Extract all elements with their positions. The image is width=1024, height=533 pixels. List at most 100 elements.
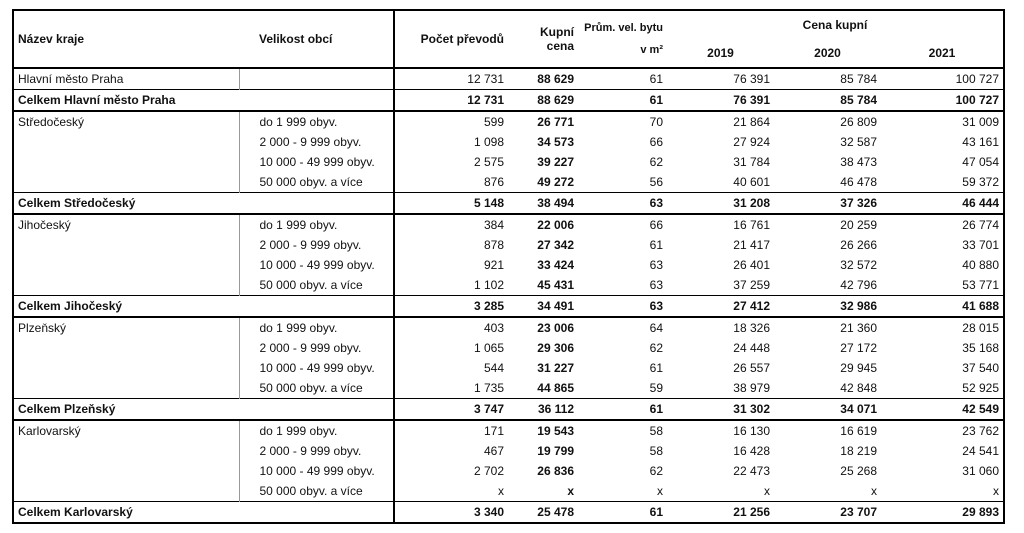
total-cell: 3 285 <box>394 295 508 317</box>
size-cell: 50 000 obyv. a více <box>239 172 395 193</box>
region-cell <box>13 152 240 172</box>
value-cell: 35 168 <box>962 341 999 355</box>
total-label: Celkem Plzeňský <box>13 398 395 420</box>
value-cell: 876 <box>483 175 504 189</box>
total-cell: 63 <box>578 192 667 214</box>
table-row: Jihočeský do 1 999 obyv. 384 22 006 66 16 761… <box>13 213 1004 235</box>
table-row: 2 000 - 9 999 obyv. 1 098 34 573 66 27 924 32… <box>13 132 1004 152</box>
value-cell: 16 619 <box>774 419 881 441</box>
value-cell: 544 <box>483 361 504 375</box>
value-cell: 66 <box>578 213 667 235</box>
value-cell: 31 009 <box>881 110 1004 132</box>
header-cell: Velikost obcí <box>239 10 395 68</box>
value-cell: 24 541 <box>962 444 999 458</box>
value-cell: 37 259 <box>733 278 770 292</box>
table-row: 10 000 - 49 999 obyv. 2 702 26 836 62 22 473… <box>13 461 1004 481</box>
table-row: 50 000 obyv. a více 1 102 45 431 63 37 259 42… <box>13 275 1004 296</box>
header-cell: Prům. vel. bytu v m² <box>584 22 663 56</box>
total-cell: 85 784 <box>774 89 881 111</box>
value-cell: 40 880 <box>962 258 999 272</box>
size-cell: 2 000 - 9 999 obyv. <box>239 132 395 152</box>
value-cell: 61 <box>649 238 663 252</box>
total-cell: 42 549 <box>881 398 1004 420</box>
size-cell: 10 000 - 49 999 obyv. <box>239 461 395 481</box>
value-cell: 63 <box>649 258 663 272</box>
value-cell: x <box>871 484 877 498</box>
value-cell: 38 473 <box>840 155 877 169</box>
total-cell: 46 444 <box>881 192 1004 214</box>
value-cell: 31 227 <box>537 361 574 375</box>
value-cell: 26 266 <box>840 238 877 252</box>
value-cell: 18 219 <box>840 444 877 458</box>
size-cell <box>239 67 395 90</box>
size-cell: 10 000 - 49 999 obyv. <box>239 255 395 275</box>
region-cell <box>13 338 240 358</box>
total-cell: 27 412 <box>667 295 774 317</box>
value-cell: 25 268 <box>840 464 877 478</box>
value-cell: 32 572 <box>840 258 877 272</box>
value-cell: 878 <box>483 238 504 252</box>
value-cell: 1 098 <box>473 135 504 149</box>
value-cell: 384 <box>394 213 508 235</box>
value-cell: 467 <box>483 444 504 458</box>
total-cell: 23 707 <box>774 501 881 523</box>
value-cell: 27 172 <box>840 341 877 355</box>
value-cell: 62 <box>649 341 663 355</box>
table-row: 50 000 obyv. a více x x x x x x <box>13 481 1004 502</box>
value-cell: 47 054 <box>962 155 999 169</box>
region-cell: Karlovarský <box>13 419 240 441</box>
value-cell: 22 473 <box>733 464 770 478</box>
value-cell: 88 629 <box>508 67 578 90</box>
value-cell: 18 326 <box>667 316 774 338</box>
value-cell: 39 227 <box>537 155 574 169</box>
total-cell: 34 491 <box>508 295 578 317</box>
size-cell: 2 000 - 9 999 obyv. <box>239 235 395 255</box>
size-cell: do 1 999 obyv. <box>239 213 395 235</box>
region-cell <box>13 358 240 378</box>
value-cell: 31 060 <box>962 464 999 478</box>
table-row: 50 000 obyv. a více 1 735 44 865 59 38 979 42… <box>13 378 1004 399</box>
total-cell: 100 727 <box>881 89 1004 111</box>
total-row: Celkem Středočeský 5 148 38 494 63 31 208 37 … <box>13 192 1004 214</box>
total-cell: 61 <box>578 501 667 523</box>
size-cell: 2 000 - 9 999 obyv. <box>239 338 395 358</box>
table-row: 2 000 - 9 999 obyv. 467 19 799 58 16 428 18 2… <box>13 441 1004 461</box>
table-row: Hlavní město Praha 12 731 88 629 61 76 391 85… <box>13 67 1004 90</box>
value-cell: 23 006 <box>508 316 578 338</box>
value-cell: 62 <box>649 155 663 169</box>
region-cell <box>13 441 240 461</box>
header-cell: Počet převodů <box>420 32 504 46</box>
region-cell <box>13 275 240 296</box>
value-cell: 64 <box>578 316 667 338</box>
value-cell: 34 573 <box>537 135 574 149</box>
value-cell: 26 771 <box>508 110 578 132</box>
value-cell: 27 342 <box>537 238 574 252</box>
total-label: Celkem Karlovarský <box>13 501 395 523</box>
value-cell: 26 774 <box>881 213 1004 235</box>
table-row: 50 000 obyv. a více 876 49 272 56 40 601 46 4… <box>13 172 1004 193</box>
table-row: Karlovarský do 1 999 obyv. 171 19 543 58 16 1… <box>13 419 1004 441</box>
total-cell: 21 256 <box>667 501 774 523</box>
total-row: Celkem Jihočeský 3 285 34 491 63 27 412 32 98… <box>13 295 1004 317</box>
value-cell: 26 809 <box>774 110 881 132</box>
value-cell: 2 575 <box>473 155 504 169</box>
table-row: Plzeňský do 1 999 obyv. 403 23 006 64 18 326 2… <box>13 316 1004 338</box>
value-cell: 58 <box>649 444 663 458</box>
total-cell: 3 340 <box>394 501 508 523</box>
value-cell: 63 <box>649 278 663 292</box>
table-row: 2 000 - 9 999 obyv. 1 065 29 306 62 24 448 27… <box>13 338 1004 358</box>
value-cell: 19 543 <box>508 419 578 441</box>
value-cell: 24 448 <box>733 341 770 355</box>
total-cell: 12 731 <box>394 89 508 111</box>
value-cell: 31 784 <box>733 155 770 169</box>
total-row: Celkem Hlavní město Praha 12 731 88 629 61 7… <box>13 89 1004 111</box>
value-cell: x <box>567 484 574 498</box>
value-cell: 20 259 <box>774 213 881 235</box>
value-cell: 1 065 <box>473 341 504 355</box>
total-row: Celkem Karlovarský 3 340 25 478 61 21 256 23 … <box>13 501 1004 523</box>
value-cell: 56 <box>649 175 663 189</box>
size-cell: 50 000 obyv. a více <box>239 481 395 502</box>
value-cell: 28 015 <box>881 316 1004 338</box>
value-cell: 46 478 <box>840 175 877 189</box>
header-cell: Kupní cena <box>540 25 574 53</box>
